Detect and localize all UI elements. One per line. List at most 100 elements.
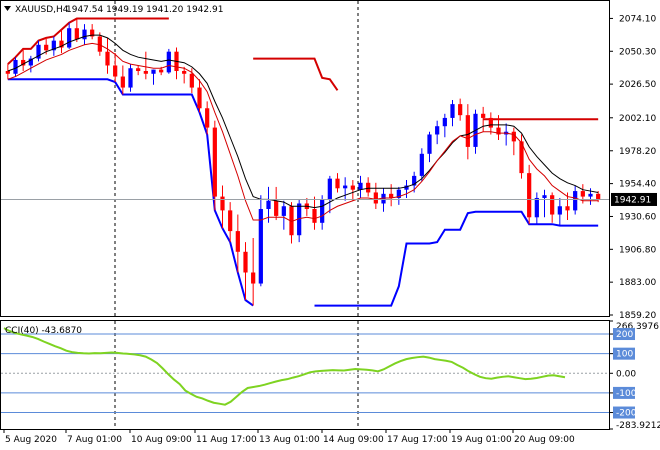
candle-body-51 xyxy=(396,189,401,198)
candle-body-72 xyxy=(557,206,562,215)
candle-body-1 xyxy=(13,59,18,74)
candle-body-0 xyxy=(5,71,10,74)
candle-body-12 xyxy=(97,36,102,52)
cci-tick-label-2: 100 xyxy=(616,350,633,360)
current-price-label: 1942.91 xyxy=(614,195,651,205)
cci-tick-label-3: 0.00 xyxy=(616,369,636,379)
candle-body-9 xyxy=(74,28,79,40)
candle-body-48 xyxy=(373,192,378,204)
candle-body-29 xyxy=(228,210,233,232)
candle-body-49 xyxy=(381,193,386,204)
candle-body-26 xyxy=(205,108,210,128)
candle-body-64 xyxy=(496,127,501,135)
time-axis: 5 Aug 2020 7 Aug 01:00 10 Aug 09:00 11 Aug … xyxy=(3,429,575,445)
candle-body-31 xyxy=(243,251,248,273)
symbol-label: XAUUSD,H4 xyxy=(15,5,69,15)
envelope-lines xyxy=(7,17,599,307)
candle-body-77 xyxy=(596,193,601,200)
cci-tick-label-6: -283.9212 xyxy=(616,421,660,431)
candle-body-71 xyxy=(550,195,555,215)
candle-body-58 xyxy=(450,104,455,118)
moving-average-fast xyxy=(7,42,599,222)
candle-body-28 xyxy=(220,196,225,211)
price-tick-label-2: 2026.50 xyxy=(619,80,656,90)
candle-body-40 xyxy=(312,209,317,223)
candle-body-8 xyxy=(67,28,72,48)
candle-body-13 xyxy=(105,51,110,66)
candle-body-43 xyxy=(335,178,340,189)
cci-tick-label-5: -200 xyxy=(616,409,637,419)
candle-body-24 xyxy=(189,73,194,88)
candle-body-70 xyxy=(542,195,547,198)
candle-body-3 xyxy=(28,58,33,66)
candle-body-73 xyxy=(565,206,570,211)
cci-tick-box-5 xyxy=(613,406,635,419)
candle-body-67 xyxy=(519,141,524,174)
candle-body-76 xyxy=(588,193,593,197)
time-tick-label-5: 14 Aug 09:00 xyxy=(323,435,384,445)
candle-body-30 xyxy=(235,231,240,252)
candle-body-25 xyxy=(197,87,202,109)
candle-body-74 xyxy=(573,191,578,211)
candle-body-53 xyxy=(412,175,417,186)
candle-body-23 xyxy=(182,71,187,74)
candle-body-34 xyxy=(266,200,271,210)
candle-body-5 xyxy=(44,44,49,51)
time-tick-label-6: 17 Aug 17:00 xyxy=(387,435,448,445)
candle-body-69 xyxy=(534,197,539,218)
time-tick-label-4: 13 Aug 01:00 xyxy=(259,435,320,445)
time-tick-label-7: 19 Aug 01:00 xyxy=(451,435,512,445)
price-tick-label-4: 1978.20 xyxy=(619,147,656,157)
price-tick-label-7: 1906.80 xyxy=(619,245,656,255)
cci-tick-label-1: 200 xyxy=(616,330,633,340)
current-price-marker xyxy=(611,192,657,206)
candle-body-60 xyxy=(465,115,470,147)
candle-body-17 xyxy=(136,68,141,72)
price-tick-label-0: 2074.10 xyxy=(619,14,656,24)
candle-body-47 xyxy=(366,182,371,193)
time-tick-label-1: 7 Aug 01:00 xyxy=(67,435,122,445)
cci-title: CCI(40) -43.6870 xyxy=(5,326,82,336)
channel-lower-b xyxy=(314,210,599,307)
time-tick-label-0: 5 Aug 2020 xyxy=(5,435,57,445)
candle-body-15 xyxy=(120,76,125,88)
candle-body-21 xyxy=(166,51,171,73)
price-panel xyxy=(0,0,610,317)
ohlc-values: 1947.54 1949.19 1941.20 1942.91 xyxy=(66,5,223,15)
candle-body-6 xyxy=(51,40,56,51)
candle-body-35 xyxy=(274,200,279,216)
candle-body-46 xyxy=(358,182,363,190)
candle-body-41 xyxy=(320,199,325,223)
price-tick-label-3: 2002.10 xyxy=(619,114,656,124)
price-axis: 2074.10 2050.30 2026.50 2002.10 1978.20 1954.… xyxy=(609,14,656,321)
candle-body-37 xyxy=(289,206,294,236)
price-tick-label-1: 2050.30 xyxy=(619,47,656,57)
candle-body-16 xyxy=(128,68,133,88)
cci-tick-label-4: -100 xyxy=(616,389,637,399)
candle-body-33 xyxy=(258,209,263,284)
cci-tick-box-1 xyxy=(613,328,635,341)
candle-body-68 xyxy=(527,173,532,218)
candles xyxy=(5,18,601,306)
candle-body-45 xyxy=(350,185,355,190)
cci-tick-label-0: 266.3976 xyxy=(616,322,659,332)
candle-body-55 xyxy=(427,134,432,154)
candle-body-52 xyxy=(404,185,409,190)
candle-body-19 xyxy=(151,69,156,74)
candle-body-20 xyxy=(159,69,164,73)
cci-line xyxy=(3,327,566,406)
period-separators xyxy=(114,1,359,429)
channel-lower-a xyxy=(7,78,254,307)
price-tick-label-5: 1954.40 xyxy=(619,180,656,190)
candle-body-54 xyxy=(419,153,424,176)
channel-upper-0 xyxy=(7,17,169,65)
price-tick-label-6: 1930.60 xyxy=(619,212,656,222)
candle-body-57 xyxy=(442,117,447,127)
candle-body-50 xyxy=(389,193,394,198)
candle-body-18 xyxy=(143,71,148,74)
candle-body-56 xyxy=(435,126,440,135)
candle-body-59 xyxy=(458,104,463,116)
